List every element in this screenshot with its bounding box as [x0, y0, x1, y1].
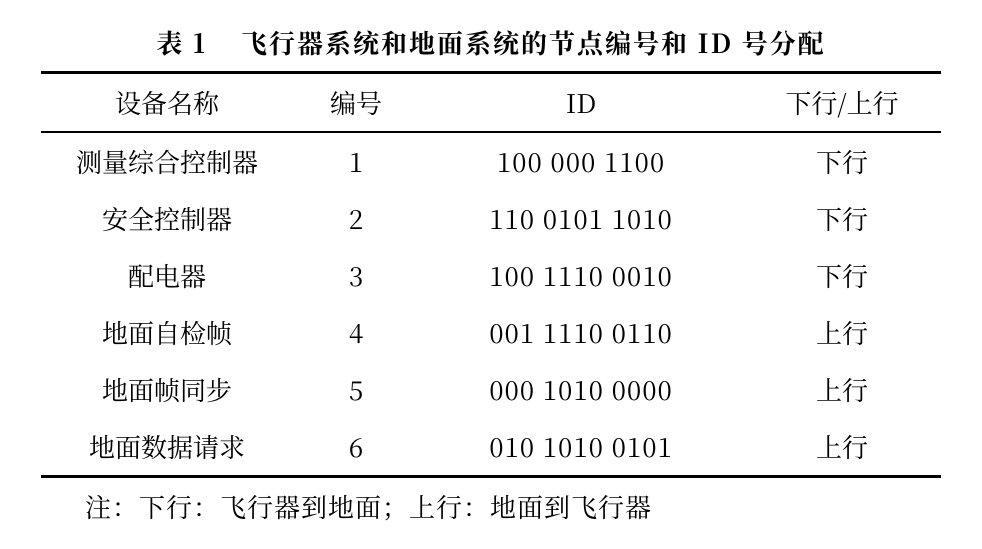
col-header-dir: 下行/上行 [743, 73, 941, 133]
cell-device: 配电器 [41, 247, 293, 304]
table-caption: 表 1 飞行器系统和地面系统的节点编号和 ID 号分配 [41, 24, 941, 61]
cell-id: 000 1010 0000 [419, 361, 743, 418]
cell-number: 6 [293, 418, 419, 477]
caption-prefix: 表 1 [156, 24, 207, 61]
cell-id: 001 1110 0110 [419, 304, 743, 361]
table-row: 配电器 3 100 1110 0010 下行 [41, 247, 941, 304]
cell-dir: 上行 [743, 304, 941, 361]
caption-title: 飞行器系统和地面系统的节点编号和 ID 号分配 [241, 24, 826, 61]
table-row: 安全控制器 2 110 0101 1010 下行 [41, 190, 941, 247]
cell-id: 100 000 1100 [419, 132, 743, 190]
node-id-table: 设备名称 编号 ID 下行/上行 测量综合控制器 1 100 000 1100 … [41, 71, 941, 478]
cell-device: 安全控制器 [41, 190, 293, 247]
table-row: 地面数据请求 6 010 1010 0101 上行 [41, 418, 941, 477]
cell-number: 3 [293, 247, 419, 304]
table-header-row: 设备名称 编号 ID 下行/上行 [41, 73, 941, 133]
cell-id: 110 0101 1010 [419, 190, 743, 247]
table-row: 地面帧同步 5 000 1010 0000 上行 [41, 361, 941, 418]
cell-device: 测量综合控制器 [41, 132, 293, 190]
col-header-number: 编号 [293, 73, 419, 133]
cell-dir: 上行 [743, 418, 941, 477]
cell-dir: 下行 [743, 190, 941, 247]
cell-device: 地面数据请求 [41, 418, 293, 477]
cell-dir: 上行 [743, 361, 941, 418]
table-row: 测量综合控制器 1 100 000 1100 下行 [41, 132, 941, 190]
table-body: 测量综合控制器 1 100 000 1100 下行 安全控制器 2 110 01… [41, 132, 941, 477]
table-footnote: 注：下行：飞行器到地面；上行：地面到飞行器 [41, 478, 941, 525]
cell-dir: 下行 [743, 132, 941, 190]
table-figure: 表 1 飞行器系统和地面系统的节点编号和 ID 号分配 设备名称 编号 ID 下… [41, 24, 941, 525]
cell-number: 2 [293, 190, 419, 247]
cell-number: 5 [293, 361, 419, 418]
cell-id: 010 1010 0101 [419, 418, 743, 477]
cell-device: 地面自检帧 [41, 304, 293, 361]
cell-id: 100 1110 0010 [419, 247, 743, 304]
cell-number: 1 [293, 132, 419, 190]
col-header-id: ID [419, 73, 743, 133]
cell-dir: 下行 [743, 247, 941, 304]
cell-number: 4 [293, 304, 419, 361]
cell-device: 地面帧同步 [41, 361, 293, 418]
col-header-device: 设备名称 [41, 73, 293, 133]
table-row: 地面自检帧 4 001 1110 0110 上行 [41, 304, 941, 361]
